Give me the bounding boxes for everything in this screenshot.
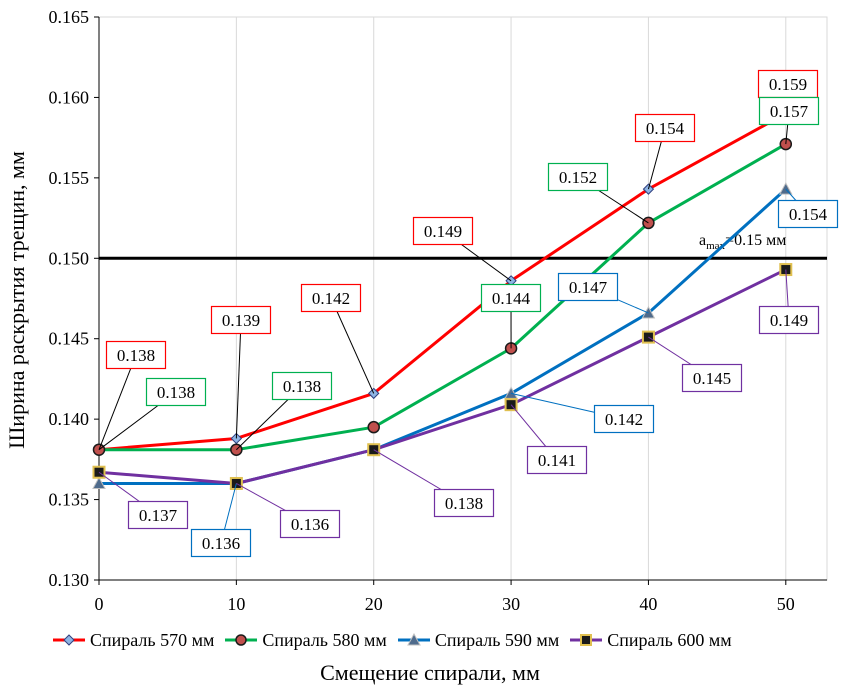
y-tick-label: 0.135 (49, 490, 90, 510)
x-tick-label: 50 (777, 594, 795, 614)
data-point-series-2 (778, 182, 793, 195)
legend-item-590: Спираль 590 мм (397, 630, 559, 651)
data-label-box (433, 488, 495, 518)
data-point-series-3 (504, 398, 518, 412)
data-label-box (593, 404, 655, 434)
legend-item-570: Спираль 570 мм (52, 630, 214, 651)
data-label: 0.138 (283, 377, 321, 396)
legend-label: Спираль 590 мм (434, 629, 560, 650)
y-tick-label: 0.150 (49, 248, 90, 268)
y-tick-label: 0.145 (49, 329, 90, 349)
data-label-box (557, 272, 619, 302)
series-line-1 (99, 142, 787, 452)
data-label-box (300, 283, 362, 313)
series-line-2 (99, 188, 787, 485)
data-label-box (412, 216, 474, 246)
legend-label: Спираль 600 мм (607, 629, 732, 650)
data-label-box (758, 305, 820, 335)
data-label-box (634, 113, 696, 143)
data-label: 0.138 (117, 346, 155, 365)
data-label: 0.142 (605, 410, 643, 429)
data-label-box (210, 305, 272, 335)
data-label: 0.142 (312, 289, 350, 308)
data-label: 0.138 (157, 383, 195, 402)
data-label: 0.144 (492, 289, 531, 308)
data-label: 0.152 (559, 168, 597, 187)
data-label: 0.147 (569, 278, 608, 297)
x-axis-title: Смещение спирали, мм (320, 660, 540, 685)
series-line-3 (98, 268, 787, 485)
x-tick-label: 20 (365, 594, 383, 614)
legend-marker-diamond-icon (53, 634, 85, 646)
legend-label: Спираль 570 мм (90, 629, 215, 650)
data-label-box (777, 199, 839, 229)
series-line-0 (98, 112, 787, 452)
y-axis-title: Ширина раскрытия трещин, мм (4, 151, 29, 449)
data-label-box (271, 371, 333, 401)
data-label-box (757, 69, 819, 99)
x-tick-label: 0 (95, 594, 104, 614)
data-label-box (547, 162, 609, 192)
data-label: 0.139 (222, 311, 260, 330)
data-point-series-2 (92, 476, 106, 489)
legend-item-600: Спираль 600 мм (569, 629, 732, 651)
legend-item-580: Спираль 580 мм (224, 629, 387, 651)
data-label-box (279, 509, 341, 539)
x-tick-label: 40 (639, 594, 657, 614)
data-label-box (758, 96, 820, 126)
y-tick-label: 0.160 (49, 87, 90, 107)
x-tick-label: 30 (502, 594, 520, 614)
data-label-box (127, 500, 189, 530)
data-point-series-1 (367, 420, 380, 434)
data-label-box (526, 445, 588, 475)
y-tick-label: 0.165 (49, 7, 90, 27)
data-label-leader (330, 297, 375, 394)
x-tick-label: 10 (227, 594, 245, 614)
data-label: 0.149 (424, 222, 462, 241)
data-label: 0.136 (202, 534, 240, 553)
legend-label: Спираль 580 мм (262, 629, 387, 650)
data-label-box (190, 528, 252, 558)
data-label-box (145, 377, 207, 407)
legend-marker-circle-icon (225, 634, 258, 646)
reference-line-label: amax=0.15 мм (699, 232, 786, 252)
legend-marker-triangle-icon (397, 633, 430, 646)
data-label: 0.136 (291, 515, 329, 534)
data-label-leader (98, 354, 137, 450)
data-label-box (681, 363, 743, 393)
data-label: 0.154 (646, 119, 685, 138)
plot-area (98, 16, 828, 581)
data-label-box (480, 283, 542, 313)
data-label-box (105, 340, 167, 370)
data-label: 0.149 (770, 311, 808, 330)
data-label: 0.145 (693, 369, 731, 388)
data-label: 0.159 (769, 75, 807, 94)
legend-marker-square-icon (570, 634, 603, 646)
y-tick-label: 0.155 (49, 168, 90, 188)
data-label: 0.157 (770, 102, 809, 121)
legend: Спираль 570 мм Спираль 580 мм Спираль 59… (52, 627, 852, 653)
data-label: 0.138 (445, 494, 483, 513)
data-label: 0.154 (789, 205, 828, 224)
data-label-leader (235, 319, 242, 439)
data-label: 0.137 (139, 506, 178, 525)
y-tick-label: 0.140 (49, 409, 90, 429)
data-label: 0.141 (538, 451, 576, 470)
y-tick-label: 0.130 (49, 570, 90, 590)
